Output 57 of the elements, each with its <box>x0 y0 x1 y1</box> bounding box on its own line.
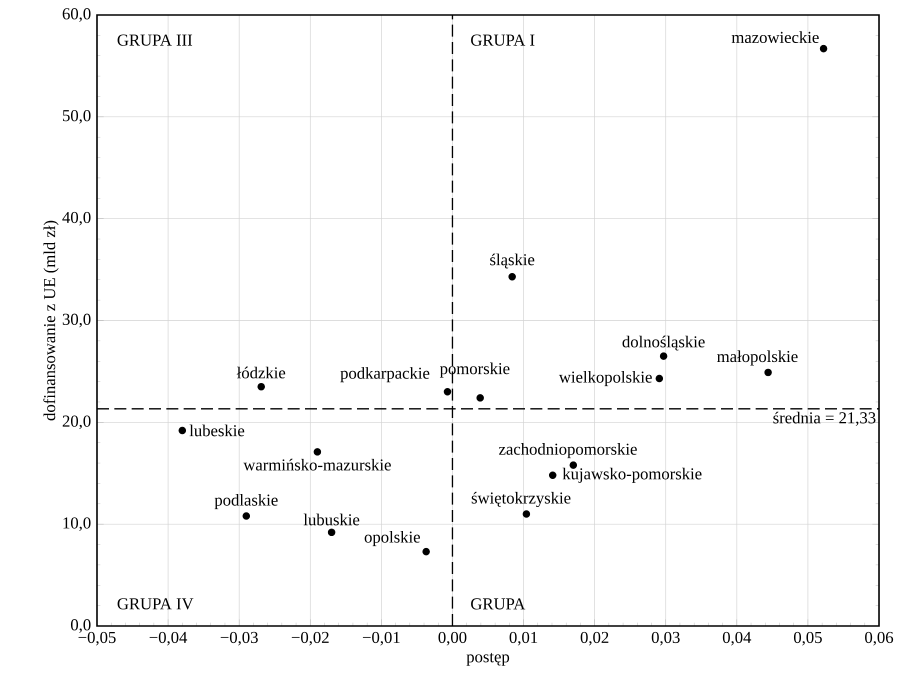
x-tick-label: 0,02 <box>580 632 608 646</box>
x-tick-label: −0,02 <box>292 632 329 646</box>
x-axis-title: postęp <box>466 652 510 666</box>
x-tick-label: 0,04 <box>722 632 752 646</box>
annotation: lubuskie <box>304 514 360 526</box>
x-tick-label: 0,03 <box>652 632 680 646</box>
annotation: małopolskie <box>717 350 798 366</box>
point <box>242 512 250 520</box>
point <box>257 382 265 390</box>
point <box>508 272 516 280</box>
point <box>548 472 556 480</box>
annotation: lubeskie <box>190 424 244 436</box>
x-tick-label: 0,05 <box>794 632 822 646</box>
annotation: wielkopolskie <box>558 370 652 386</box>
point <box>444 388 452 396</box>
x-tick-label: 0,01 <box>510 632 538 646</box>
point <box>820 44 828 52</box>
y-tick-label: 60,0 <box>62 8 91 22</box>
x-tick-label: −0,04 <box>150 632 188 646</box>
y-tick-label: 0,0 <box>70 619 91 633</box>
point <box>476 394 484 402</box>
point <box>178 426 186 434</box>
annotation: GRUPA III <box>118 34 192 46</box>
y-tick-label: 10,0 <box>63 517 91 531</box>
annotation: dolnośląskie <box>622 336 705 351</box>
annotation: zachodniopomorskie <box>498 443 637 458</box>
y-tick-label: 50,0 <box>62 110 91 124</box>
point <box>656 374 664 382</box>
annotation: mazowieckie <box>732 31 819 44</box>
annotation: warmińsko-mazurskie <box>243 458 391 471</box>
annotation: łódzkie <box>236 366 286 378</box>
x-tick-label: 0,00 <box>438 632 466 646</box>
annotation: pomorskie <box>440 362 510 378</box>
annotation: GRUPA IV <box>118 598 194 610</box>
point <box>522 510 530 518</box>
point <box>328 528 336 536</box>
annotation: śląskie <box>490 254 534 268</box>
ref-line-label: średnia = 21,33 <box>773 412 876 426</box>
x-tick-label: −0,05 <box>78 632 116 646</box>
y-axis-title: dofinansowanie z UE (mld zł) <box>43 220 59 420</box>
annotation: kujawsko-pomorskie <box>562 468 702 483</box>
y-tick-label: 20,0 <box>62 416 91 430</box>
annotation: podkarpackie <box>340 367 430 382</box>
x-tick-label: −0,03 <box>220 632 258 646</box>
annotation: GRUPA I <box>471 34 534 46</box>
annotation: opolskie <box>364 530 420 546</box>
y-tick-label: 40,0 <box>62 212 91 226</box>
annotation: GRUPA <box>471 598 526 610</box>
point <box>660 352 668 360</box>
annotation: świętokrzyskie <box>472 492 570 508</box>
x-tick-label: −0,01 <box>362 632 400 646</box>
annotation: podlaskie <box>214 494 278 510</box>
point <box>422 548 430 556</box>
x-tick-label: 0,06 <box>865 632 894 646</box>
y-tick-label: 30,0 <box>62 314 91 328</box>
point <box>314 448 322 456</box>
point <box>764 368 772 376</box>
